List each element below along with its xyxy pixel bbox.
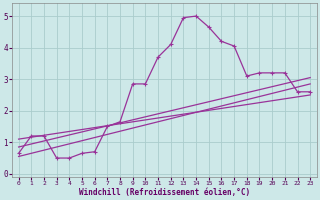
X-axis label: Windchill (Refroidissement éolien,°C): Windchill (Refroidissement éolien,°C): [79, 188, 250, 197]
